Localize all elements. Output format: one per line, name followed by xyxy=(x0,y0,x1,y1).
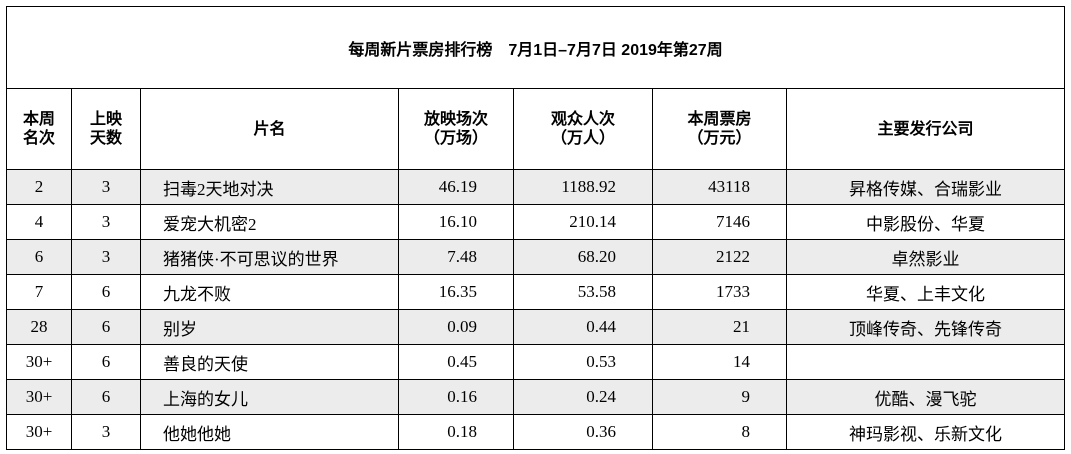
header-admissions: 观众人次 （万人） xyxy=(513,88,653,170)
table-row: 30+ 6 上海的女儿 0.16 0.24 9 优酷、漫飞驼 xyxy=(6,379,1066,415)
cell-screenings: 0.45 xyxy=(398,344,514,380)
cell-boxoffice: 2122 xyxy=(652,239,787,275)
header-row: 本周 名次 上映 天数 片名 放映场次 （万场） 观众人次 （万人） 本周票房 （万元） … xyxy=(6,88,1066,170)
cell-rank: 2 xyxy=(6,169,72,205)
cell-days: 3 xyxy=(71,414,141,450)
cell-film: 爱宠大机密2 xyxy=(140,204,399,240)
cell-days: 6 xyxy=(71,379,141,415)
cell-days: 3 xyxy=(71,204,141,240)
cell-rank: 30+ xyxy=(6,414,72,450)
cell-film: 扫毒2天地对决 xyxy=(140,169,399,205)
header-days: 上映 天数 xyxy=(71,88,141,170)
cell-distributor: 卓然影业 xyxy=(785,239,1066,275)
cell-admissions: 68.20 xyxy=(513,239,653,275)
table-row: 6 3 猪猪侠·不可思议的世界 7.48 68.20 2122 卓然影业 xyxy=(6,239,1066,275)
table-body: 2 3 扫毒2天地对决 46.19 1188.92 43118 昇格传媒、合瑞影业 4 3 爱宠大… xyxy=(6,169,1066,450)
table-row: 7 6 九龙不败 16.35 53.58 1733 华夏、上丰文化 xyxy=(6,274,1066,310)
cell-distributor xyxy=(785,344,1066,380)
cell-admissions: 210.14 xyxy=(513,204,653,240)
table-row: 4 3 爱宠大机密2 16.10 210.14 7146 中影股份、华夏 xyxy=(6,204,1066,240)
cell-days: 6 xyxy=(71,309,141,345)
cell-boxoffice: 14 xyxy=(652,344,787,380)
cell-boxoffice: 21 xyxy=(652,309,787,345)
cell-film: 猪猪侠·不可思议的世界 xyxy=(140,239,399,275)
cell-admissions: 0.36 xyxy=(513,414,653,450)
table-row: 30+ 3 他她他她 0.18 0.36 8 神玛影视、乐新文化 xyxy=(6,414,1066,450)
cell-distributor: 昇格传媒、合瑞影业 xyxy=(785,169,1066,205)
cell-screenings: 0.16 xyxy=(398,379,514,415)
header-boxoffice: 本周票房 （万元） xyxy=(652,88,787,170)
title-row: 每周新片票房排行榜 7月1日–7月7日 2019年第27周 xyxy=(5,6,1066,89)
cell-days: 3 xyxy=(71,169,141,205)
cell-film: 九龙不败 xyxy=(140,274,399,310)
box-office-table: 每周新片票房排行榜 7月1日–7月7日 2019年第27周 本周 名次 上映 天数 … xyxy=(5,6,1066,450)
cell-film: 别岁 xyxy=(140,309,399,345)
cell-distributor: 神玛影视、乐新文化 xyxy=(785,414,1066,450)
cell-admissions: 53.58 xyxy=(513,274,653,310)
header-screenings: 放映场次 （万场） xyxy=(398,88,514,170)
cell-boxoffice: 1733 xyxy=(652,274,787,310)
cell-days: 3 xyxy=(71,239,141,275)
cell-admissions: 0.24 xyxy=(513,379,653,415)
table-row: 30+ 6 善良的天使 0.45 0.53 14 xyxy=(6,344,1066,380)
cell-screenings: 16.10 xyxy=(398,204,514,240)
cell-boxoffice: 43118 xyxy=(652,169,787,205)
cell-distributor: 中影股份、华夏 xyxy=(785,204,1066,240)
cell-screenings: 16.35 xyxy=(398,274,514,310)
cell-boxoffice: 9 xyxy=(652,379,787,415)
cell-rank: 6 xyxy=(6,239,72,275)
cell-screenings: 0.09 xyxy=(398,309,514,345)
cell-film: 他她他她 xyxy=(140,414,399,450)
cell-distributor: 优酷、漫飞驼 xyxy=(785,379,1066,415)
cell-rank: 30+ xyxy=(6,379,72,415)
cell-screenings: 46.19 xyxy=(398,169,514,205)
cell-rank: 30+ xyxy=(6,344,72,380)
header-film: 片名 xyxy=(140,88,399,170)
cell-distributor: 顶峰传奇、先锋传奇 xyxy=(785,309,1066,345)
cell-screenings: 7.48 xyxy=(398,239,514,275)
table-row: 28 6 别岁 0.09 0.44 21 顶峰传奇、先锋传奇 xyxy=(6,309,1066,345)
cell-admissions: 0.53 xyxy=(513,344,653,380)
cell-days: 6 xyxy=(71,274,141,310)
cell-film: 上海的女儿 xyxy=(140,379,399,415)
cell-days: 6 xyxy=(71,344,141,380)
cell-screenings: 0.18 xyxy=(398,414,514,450)
cell-admissions: 1188.92 xyxy=(513,169,653,205)
cell-film: 善良的天使 xyxy=(140,344,399,380)
cell-admissions: 0.44 xyxy=(513,309,653,345)
cell-boxoffice: 8 xyxy=(652,414,787,450)
table-row: 2 3 扫毒2天地对决 46.19 1188.92 43118 昇格传媒、合瑞影业 xyxy=(6,169,1066,205)
cell-boxoffice: 7146 xyxy=(652,204,787,240)
table-title: 每周新片票房排行榜 7月1日–7月7日 2019年第27周 xyxy=(5,6,1066,89)
header-rank: 本周 名次 xyxy=(6,88,72,170)
cell-rank: 4 xyxy=(6,204,72,240)
cell-rank: 7 xyxy=(6,274,72,310)
cell-distributor: 华夏、上丰文化 xyxy=(785,274,1066,310)
header-distributor: 主要发行公司 xyxy=(785,88,1066,170)
cell-rank: 28 xyxy=(6,309,72,345)
